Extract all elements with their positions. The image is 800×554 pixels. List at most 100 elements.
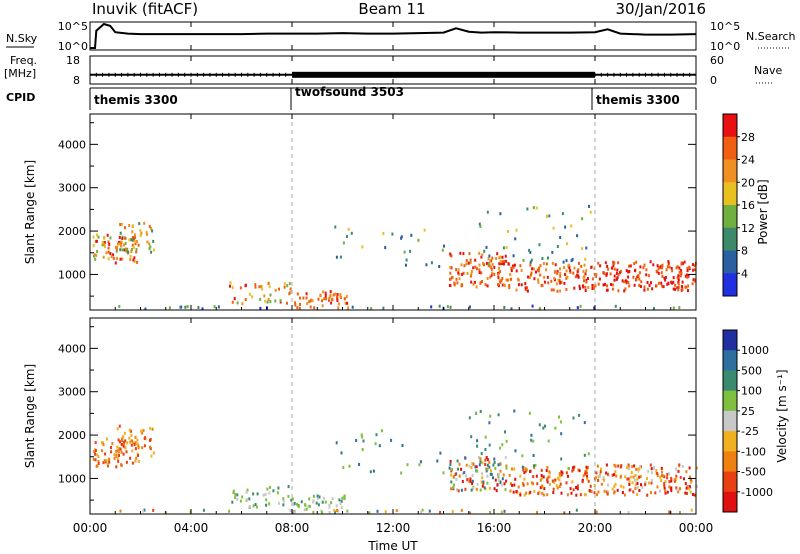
echo-cell <box>639 265 642 269</box>
echo-cell <box>335 504 338 508</box>
echo-cell <box>132 224 134 228</box>
echo-cell <box>494 467 497 470</box>
echo-cell <box>296 306 299 310</box>
echo-cell <box>455 268 458 272</box>
echo-cell <box>467 261 470 265</box>
echo-cell <box>476 267 478 271</box>
echo-cell <box>678 306 681 310</box>
echo-cell <box>499 270 502 274</box>
echo-cell <box>186 305 189 309</box>
echo-cell <box>291 511 294 515</box>
echo-cell <box>409 249 412 253</box>
echo-cell <box>309 299 312 303</box>
echo-cell <box>119 231 122 235</box>
nsearch-label: N.Search <box>746 30 796 43</box>
echo-cell <box>316 494 319 498</box>
echo-cell <box>603 478 606 482</box>
echo-cell <box>470 274 472 278</box>
echo-cell <box>347 227 350 231</box>
echo-cell <box>375 433 378 437</box>
echo-cell <box>519 474 522 478</box>
echo-cell <box>556 486 559 490</box>
echo-cell <box>685 486 688 490</box>
echo-cell <box>168 306 171 310</box>
echo-cell <box>342 466 345 469</box>
echo-cell <box>474 411 477 415</box>
echo-cell <box>239 286 242 290</box>
echo-cell <box>530 433 533 437</box>
echo-cell <box>143 221 146 225</box>
echo-cell <box>554 478 557 482</box>
echo-cell <box>119 244 122 248</box>
echo-cell <box>565 276 568 280</box>
echo-cell <box>125 460 128 464</box>
echo-cell <box>333 509 336 512</box>
echo-cell <box>489 265 492 268</box>
echo-cell <box>578 261 580 265</box>
echo-cell <box>571 480 574 484</box>
echo-cell <box>535 474 538 478</box>
echo-cell <box>279 299 282 303</box>
colorbar-tick-label: 24 <box>741 154 755 167</box>
echo-cell <box>505 439 508 443</box>
echo-cell <box>576 234 579 238</box>
echo-cell <box>103 243 106 246</box>
echo-cell <box>485 456 488 459</box>
echo-cell <box>137 446 140 450</box>
echo-cell <box>613 267 616 271</box>
echo-cell <box>488 421 491 425</box>
echo-cell <box>488 443 491 447</box>
echo-cell <box>638 489 641 492</box>
echo-cell <box>382 232 385 235</box>
echo-cell <box>468 252 471 256</box>
echo-cell <box>676 286 679 290</box>
echo-cell <box>231 500 234 504</box>
echo-cell <box>570 491 573 495</box>
velocity-ylabel: Slant Range [km] <box>23 364 37 468</box>
echo-cell <box>274 288 277 292</box>
echo-cell <box>613 484 616 488</box>
echo-cell <box>501 443 504 447</box>
echo-cell <box>324 500 327 504</box>
echo-cell <box>602 283 605 287</box>
echo-cell <box>656 472 659 475</box>
echo-cell <box>610 283 612 286</box>
echo-cell <box>425 263 428 267</box>
echo-cell <box>298 306 301 310</box>
echo-cell <box>360 433 363 437</box>
echo-cell <box>486 474 489 478</box>
echo-cell <box>576 306 579 310</box>
echo-cell <box>508 473 511 477</box>
echo-cell <box>330 301 333 305</box>
echo-cell <box>556 270 559 274</box>
echo-cell <box>503 284 506 288</box>
echo-cell <box>339 502 342 506</box>
echo-cell <box>670 476 673 480</box>
echo-cell <box>124 241 127 245</box>
echo-cell <box>470 270 473 273</box>
time-tick-label: 08:00 <box>275 521 310 535</box>
echo-cell <box>135 248 138 251</box>
echo-cell <box>122 444 125 448</box>
time-axis: 00:00 04:00 08:00 12:00 16:00 20:00 00:00 <box>73 22 713 535</box>
echo-cell <box>283 282 286 286</box>
echo-cell <box>344 301 347 305</box>
echo-cell <box>501 255 504 259</box>
echo-cell <box>588 204 590 208</box>
echo-cell <box>611 473 614 477</box>
echo-cell <box>515 269 518 273</box>
echo-cell <box>695 484 698 488</box>
echo-cell <box>260 285 263 288</box>
echo-cell <box>486 481 489 485</box>
echo-cell <box>529 263 532 267</box>
echo-cell <box>119 248 122 252</box>
echo-cell <box>461 284 464 288</box>
echo-cell <box>106 233 109 237</box>
echo-cell <box>453 483 455 487</box>
echo-cell <box>488 486 491 490</box>
echo-cell <box>625 269 628 273</box>
freq-label: Freq. <box>10 54 37 67</box>
echo-cell <box>494 478 497 482</box>
echo-cell <box>666 473 669 476</box>
echo-cell <box>152 239 155 243</box>
